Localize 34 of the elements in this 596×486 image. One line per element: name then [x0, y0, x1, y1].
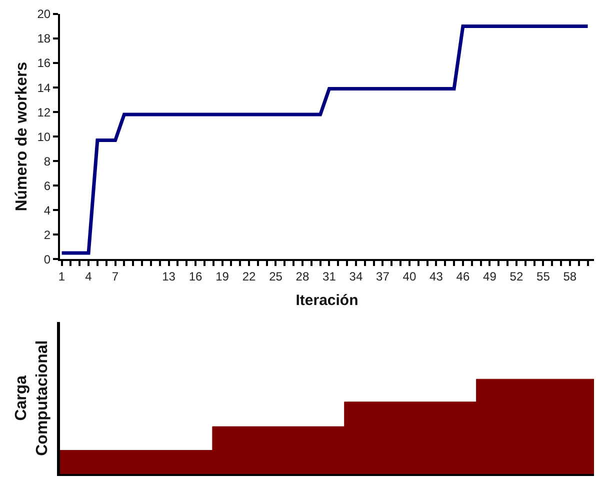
y-axis-title: Carga Computacional	[13, 340, 51, 456]
line-series	[60, 24, 590, 255]
y-tick-label: 18	[37, 32, 51, 46]
x-tick-label: 31	[322, 270, 336, 284]
x-tick-label: 4	[85, 270, 92, 284]
y-tick-label: 0	[44, 252, 51, 266]
x-tick-label: 7	[112, 270, 119, 284]
x-tick-label: 37	[376, 270, 390, 284]
x-tick-label: 40	[402, 270, 416, 284]
x-tick-label: 13	[162, 270, 176, 284]
x-tick-label: 28	[296, 270, 310, 284]
x-tick-label: 46	[456, 270, 470, 284]
y-tick-label: 8	[44, 154, 51, 168]
y-tick-label: 10	[37, 130, 51, 144]
y-axis-title: Número de workers	[14, 62, 31, 212]
x-tick-label: 55	[536, 270, 550, 284]
x-tick-label: 19	[216, 270, 230, 284]
x-tick-label: 49	[483, 270, 497, 284]
x-tick-label: 25	[269, 270, 283, 284]
y-tick-label: 16	[37, 56, 51, 70]
x-tick-label: 16	[188, 270, 203, 284]
x-axis-title: Iteración	[296, 292, 358, 310]
x-tick-label: 52	[510, 270, 524, 284]
y-tick-label: 12	[37, 105, 51, 120]
y-tick-label: 14	[37, 80, 51, 95]
y-tick-label: 4	[44, 203, 51, 218]
x-tick-label: 1	[58, 270, 66, 284]
x-tick-label: 58	[563, 270, 577, 284]
y-tick-label: 2	[44, 228, 51, 242]
x-tick-label: 34	[349, 270, 363, 284]
x-tick-label: 43	[430, 270, 444, 284]
y-tick-label: 20	[37, 7, 51, 22]
y-tick-label: 6	[44, 178, 51, 193]
x-tick-label: 22	[242, 270, 256, 284]
